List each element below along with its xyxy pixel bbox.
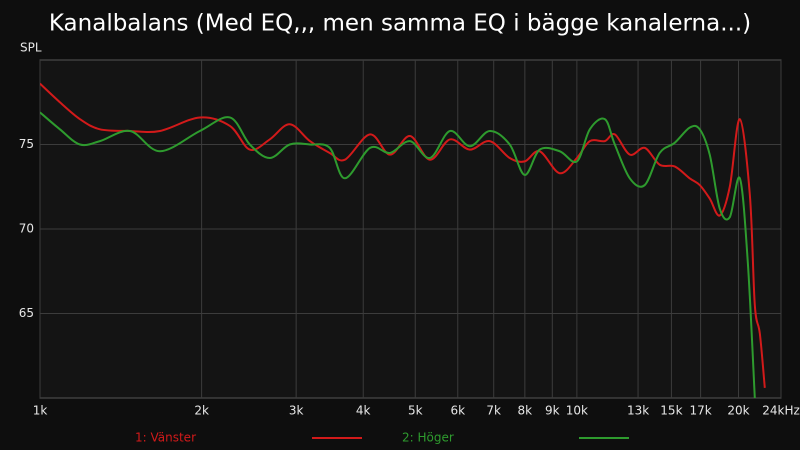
x-tick-label: 17k xyxy=(689,404,711,418)
x-tick-label: 2k xyxy=(194,404,209,418)
legend-label: 2: Höger xyxy=(402,431,454,445)
x-tick-label: 5k xyxy=(408,404,423,418)
series-line xyxy=(40,82,766,388)
x-tick-label: 3k xyxy=(289,404,304,418)
x-tick-label: 7k xyxy=(486,404,501,418)
x-tick-label: 24kHz xyxy=(762,404,800,418)
chart-title: Kanalbalans (Med EQ,,, men samma EQ i bä… xyxy=(49,11,751,37)
y-axis-label: SPL xyxy=(20,41,42,55)
series-line xyxy=(40,111,756,398)
y-tick-label: 65 xyxy=(19,306,34,320)
x-tick-label: 13k xyxy=(627,404,649,418)
x-tick-label: 15k xyxy=(660,404,682,418)
series-group xyxy=(40,82,766,398)
x-tick-label: 8k xyxy=(518,404,533,418)
legend-label: 1: Vänster xyxy=(135,431,196,445)
x-tick-label: 20k xyxy=(727,404,749,418)
x-tick-label: 9k xyxy=(545,404,560,418)
x-tick-label: 10k xyxy=(566,404,588,418)
x-tick-label: 4k xyxy=(356,404,371,418)
x-tick-label: 1k xyxy=(33,404,48,418)
x-tick-label: 6k xyxy=(450,404,465,418)
y-tick-label: 70 xyxy=(19,222,34,236)
y-tick-label: 75 xyxy=(19,137,34,151)
